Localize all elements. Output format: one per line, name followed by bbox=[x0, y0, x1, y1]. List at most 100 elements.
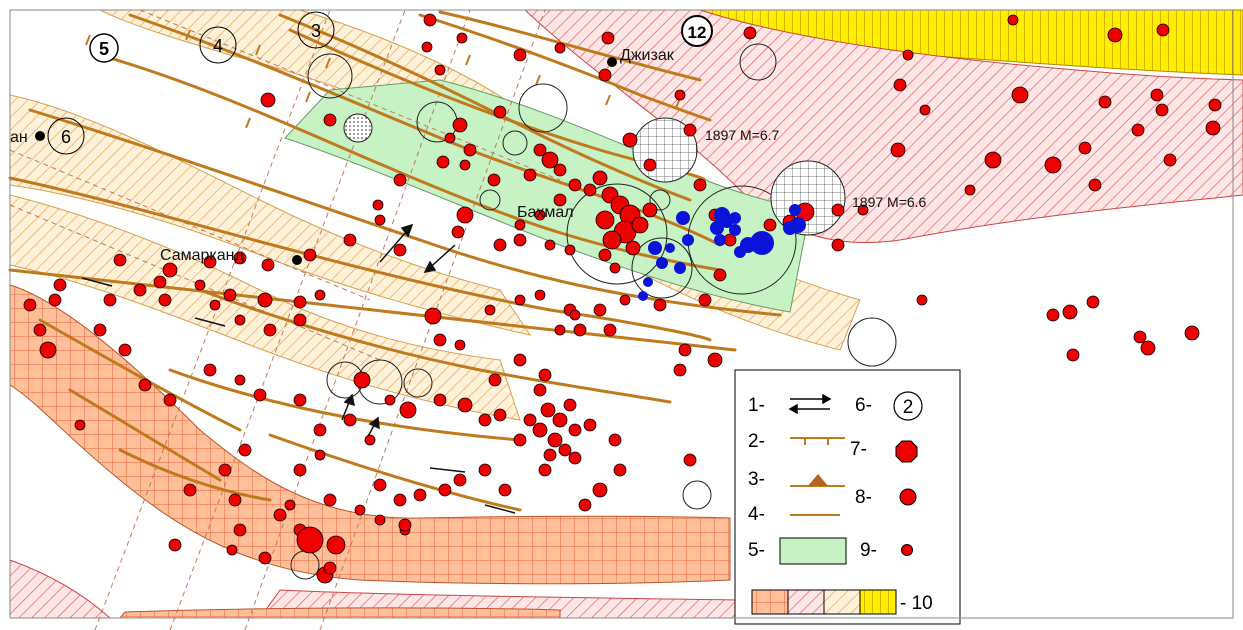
epicenter-marker bbox=[354, 504, 366, 516]
epicenter-marker bbox=[538, 368, 552, 382]
blue-epicenter-marker bbox=[710, 221, 724, 235]
epicenter-marker bbox=[393, 493, 407, 507]
epicenter-marker bbox=[743, 26, 757, 40]
epicenter-marker bbox=[1011, 86, 1029, 104]
epicenter-marker bbox=[831, 238, 845, 252]
epicenter-marker bbox=[293, 295, 307, 309]
epicenter-marker bbox=[625, 240, 641, 256]
epicenter-marker bbox=[564, 244, 576, 256]
epicenter-marker bbox=[602, 230, 622, 250]
epicenter-marker bbox=[452, 117, 468, 133]
epicenter-marker bbox=[53, 278, 67, 292]
epicenter-marker bbox=[678, 343, 692, 357]
epicenter-marker bbox=[533, 383, 547, 397]
quake-label-1897-67: 1897 M=6.7 bbox=[705, 127, 780, 143]
epicenter-marker bbox=[33, 323, 47, 337]
city-samarkand: Самарканд bbox=[160, 247, 302, 265]
epicenter-marker bbox=[890, 142, 906, 158]
epicenter-marker bbox=[323, 561, 337, 575]
epicenter-marker bbox=[643, 158, 657, 172]
epicenter-marker bbox=[257, 292, 273, 308]
epicenter-marker bbox=[613, 463, 627, 477]
epicenter-marker bbox=[919, 104, 931, 116]
epicenter-marker bbox=[553, 193, 567, 207]
epicenter-marker bbox=[48, 293, 62, 307]
blue-epicenter-marker bbox=[682, 234, 694, 246]
svg-text:Самарканд: Самарканд bbox=[160, 247, 245, 264]
epicenter-marker bbox=[540, 402, 556, 418]
epicenter-marker bbox=[384, 394, 396, 406]
epicenter-marker bbox=[552, 412, 568, 428]
epicenter-marker bbox=[314, 449, 326, 461]
svg-text:3-: 3- bbox=[748, 469, 765, 490]
epicenter-marker bbox=[488, 373, 502, 387]
epicenter-marker bbox=[608, 433, 622, 447]
svg-text:8-: 8- bbox=[855, 487, 872, 508]
epicenter-marker bbox=[233, 523, 247, 537]
epicenter-marker bbox=[463, 143, 477, 157]
place-bakhmal: Бахмал bbox=[517, 204, 574, 221]
svg-text:2: 2 bbox=[903, 397, 914, 418]
strike-slip-arrows-icon bbox=[788, 393, 832, 415]
green-zone-icon bbox=[779, 537, 847, 565]
zone-number-3: 3 bbox=[297, 11, 335, 49]
epicenter-marker bbox=[484, 304, 496, 316]
epicenter-marker bbox=[583, 418, 597, 432]
epicenter-marker bbox=[23, 298, 37, 312]
svg-text:7-: 7- bbox=[850, 439, 867, 460]
legend: 1- 6- 2 2- 7- 3- 8- 4- 5- 9- bbox=[734, 369, 961, 625]
epicenter-marker bbox=[456, 206, 474, 224]
epicenter-marker bbox=[592, 170, 608, 186]
epicenter-marker bbox=[642, 202, 658, 218]
epicenter-marker bbox=[194, 279, 206, 291]
epicenter-marker bbox=[399, 401, 417, 419]
epicenter-marker bbox=[578, 498, 592, 512]
epicenter-marker bbox=[423, 13, 437, 27]
svg-text:2-: 2- bbox=[748, 431, 765, 452]
blue-epicenter-marker bbox=[789, 204, 801, 216]
epicenter-marker bbox=[831, 203, 845, 217]
epicenter-marker bbox=[421, 41, 433, 53]
epicenter-marker bbox=[763, 218, 777, 232]
epicenter-marker bbox=[223, 288, 237, 302]
epicenter-marker bbox=[1044, 156, 1062, 174]
epicenter-marker bbox=[153, 275, 167, 289]
epicenter-marker bbox=[456, 32, 468, 44]
epicenter-marker bbox=[653, 298, 667, 312]
epicenter-marker bbox=[698, 293, 712, 307]
zone-number-4: 4 bbox=[199, 26, 237, 64]
epicenter-marker bbox=[138, 378, 152, 392]
zone-number-icon bbox=[893, 391, 923, 421]
epicenter-marker bbox=[547, 432, 563, 448]
epicenter-marker bbox=[592, 482, 608, 498]
epicenter-marker bbox=[158, 293, 172, 307]
epicenter-marker bbox=[513, 433, 527, 447]
medium-epicenter-icon bbox=[899, 488, 917, 506]
epicenter-marker bbox=[226, 544, 238, 556]
epicenter-marker bbox=[673, 363, 687, 377]
epicenter-marker bbox=[372, 199, 384, 211]
blue-epicenter-marker bbox=[643, 277, 653, 287]
epicenter-marker bbox=[553, 163, 567, 177]
epicenter-marker bbox=[113, 253, 127, 267]
epicenter-marker bbox=[568, 423, 582, 437]
blue-epicenter-marker bbox=[734, 246, 746, 258]
epicenter-marker bbox=[457, 397, 473, 413]
epicenter-marker bbox=[534, 289, 546, 301]
epicenter-marker bbox=[261, 258, 275, 272]
epicenter-marker bbox=[296, 526, 324, 554]
svg-text:ан: ан bbox=[10, 129, 28, 146]
svg-text:4-: 4- bbox=[748, 504, 765, 525]
epicenter-marker bbox=[398, 518, 412, 532]
epicenter-marker bbox=[1205, 120, 1221, 136]
epicenter-marker bbox=[163, 393, 177, 407]
epicenter-layer bbox=[23, 13, 1222, 584]
epicenter-marker bbox=[601, 31, 615, 45]
epicenter-marker bbox=[284, 499, 296, 511]
epicenter-marker bbox=[314, 289, 326, 301]
blue-epicenter-marker bbox=[656, 257, 668, 269]
svg-text:3: 3 bbox=[311, 21, 321, 41]
epicenter-marker bbox=[1208, 98, 1222, 112]
epicenter-marker bbox=[1155, 103, 1169, 117]
